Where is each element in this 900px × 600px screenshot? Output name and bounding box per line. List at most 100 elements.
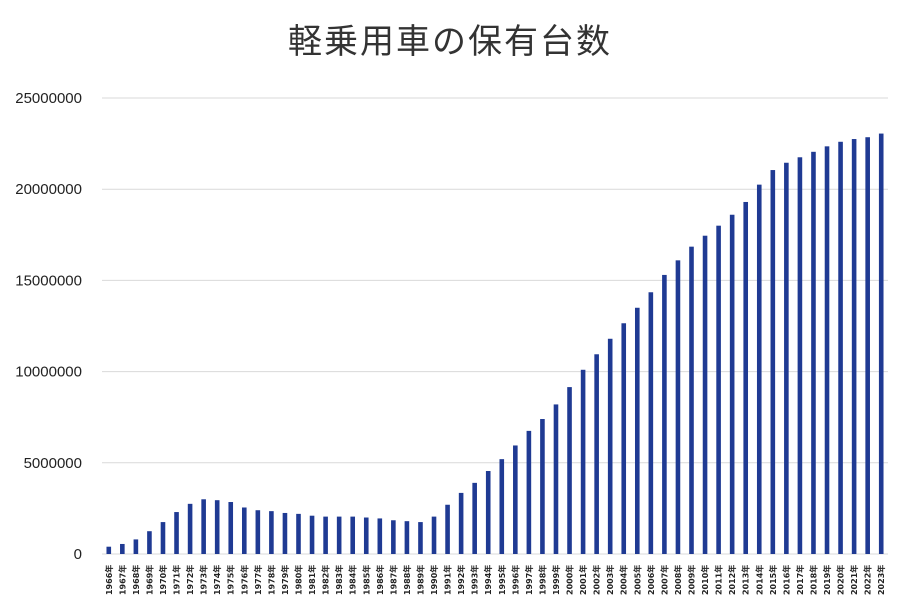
bar [133, 539, 139, 554]
y-axis-tick-labels: 0 5000000 10000000 15000000 20000000 25000000 [15, 90, 82, 563]
bar [662, 274, 667, 554]
x-tick-label: 1980年 [294, 565, 304, 595]
bar [513, 445, 518, 554]
bar [350, 516, 356, 554]
bar [811, 151, 816, 554]
bar [431, 516, 437, 554]
bar [336, 516, 342, 554]
x-tick-label: 1982年 [321, 565, 331, 595]
bar [729, 214, 735, 555]
x-tick-label: 1979年 [280, 565, 290, 595]
bar [797, 157, 803, 554]
bar [458, 492, 464, 554]
x-tick-label: 1992年 [456, 565, 466, 595]
x-tick-label: 2015年 [768, 565, 778, 595]
x-tick-label: 2002年 [592, 565, 602, 595]
x-tick-label: 2020年 [836, 565, 846, 595]
bar [594, 354, 599, 554]
bar [770, 170, 776, 555]
bar [269, 511, 274, 554]
bar [485, 471, 491, 554]
x-tick-label: 2010年 [700, 565, 710, 595]
x-tick-label: 1966年 [104, 565, 114, 595]
y-tick-label: 25000000 [15, 90, 82, 107]
bar [621, 323, 627, 554]
bar [363, 517, 369, 554]
bar [120, 543, 125, 554]
bar [756, 184, 762, 554]
bar [228, 502, 234, 554]
bar [282, 512, 288, 554]
y-tick-label: 10000000 [15, 364, 82, 381]
x-tick-label: 2009年 [687, 565, 697, 595]
x-tick-label: 2013年 [741, 565, 751, 595]
x-tick-label: 1970年 [158, 565, 168, 595]
x-tick-label: 2016年 [781, 565, 791, 595]
bar [174, 512, 179, 554]
x-tick-label: 2007年 [659, 565, 669, 595]
bar [702, 235, 708, 554]
x-tick-label: 2023年 [876, 565, 886, 595]
x-tick-label: 1981年 [307, 565, 317, 595]
bar [540, 419, 545, 554]
x-tick-label: 2003年 [605, 565, 615, 595]
bar [743, 201, 749, 554]
x-tick-label: 2011年 [714, 565, 724, 595]
x-tick-label: 1993年 [470, 565, 480, 595]
x-tick-label: 1975年 [226, 565, 236, 595]
x-tick-label: 1978年 [266, 565, 276, 595]
x-tick-label: 2017年 [795, 565, 805, 595]
bar [214, 500, 220, 554]
x-tick-label: 1995年 [497, 565, 507, 595]
x-tick-label: 2006年 [646, 565, 656, 595]
x-axis-tick-labels: 1966年 1967年 1968年 1969年 1970年 1971年 1972年 1973年… [104, 565, 886, 595]
x-tick-label: 1998年 [537, 565, 547, 595]
y-tick-label: 20000000 [15, 181, 82, 198]
bar [689, 246, 694, 554]
bar [201, 499, 206, 554]
bar [838, 141, 843, 554]
x-tick-label: 1985年 [361, 565, 371, 595]
x-tick-label: 1997年 [524, 565, 534, 595]
x-tick-label: 1983年 [334, 565, 344, 595]
bar [824, 146, 830, 554]
bar [634, 307, 640, 554]
bar [404, 521, 410, 554]
x-tick-label: 1988年 [402, 565, 412, 595]
x-tick-label: 2008年 [673, 565, 683, 595]
x-tick-label: 2001年 [578, 565, 588, 595]
x-tick-label: 2000年 [565, 565, 575, 595]
x-tick-label: 1984年 [348, 565, 358, 595]
x-tick-label: 1967年 [117, 565, 127, 595]
bar [607, 338, 613, 554]
x-tick-label: 2004年 [619, 565, 629, 595]
bar [187, 503, 193, 554]
x-tick-label: 1973年 [199, 565, 209, 595]
x-tick-label: 2014年 [754, 565, 764, 595]
x-tick-label: 2021年 [849, 565, 859, 595]
chart-title: 軽乗用車の保有台数 [288, 22, 612, 62]
x-tick-label: 1987年 [388, 565, 398, 595]
bar [526, 430, 532, 554]
x-tick-label: 1976年 [239, 565, 249, 595]
x-tick-label: 1969年 [144, 565, 154, 595]
x-tick-label: 1996年 [510, 565, 520, 595]
x-tick-label: 1972年 [185, 565, 195, 595]
x-tick-label: 2012年 [727, 565, 737, 595]
bar [255, 510, 261, 554]
bar [553, 404, 559, 554]
bar [160, 522, 166, 554]
x-tick-label: 1989年 [415, 565, 425, 595]
x-tick-label: 1994年 [483, 565, 493, 595]
bar [418, 522, 423, 554]
bar [241, 507, 247, 554]
bar [309, 515, 315, 554]
bar [296, 513, 301, 554]
bar [147, 531, 152, 554]
x-tick-label: 1968年 [131, 565, 141, 595]
bar [865, 137, 870, 554]
bar [675, 260, 681, 554]
x-tick-label: 1974年 [212, 565, 222, 595]
bar [784, 162, 789, 554]
